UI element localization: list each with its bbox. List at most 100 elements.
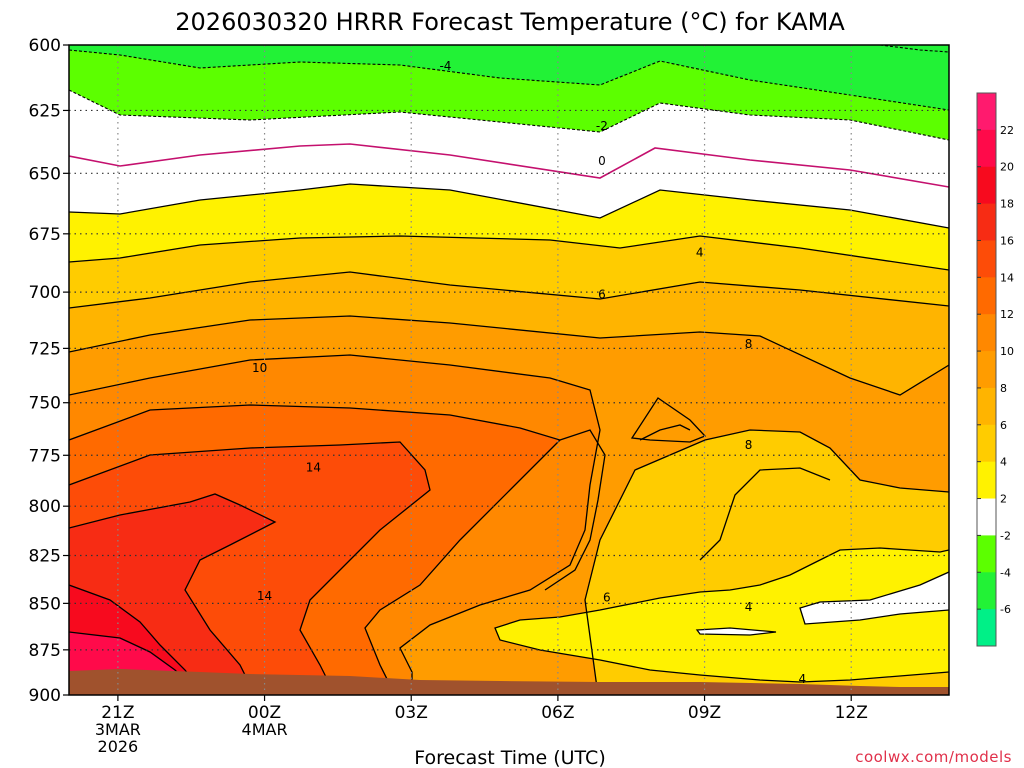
contour-line-pocket-small	[695, 627, 777, 636]
source-credit: coolwx.com/models	[855, 748, 1012, 766]
x-tick-sublabel: 4MAR	[242, 720, 288, 739]
contour-label: 14	[257, 589, 272, 603]
colorbar-tick-label: 4	[1000, 456, 1007, 469]
colorbar-swatch	[977, 166, 996, 205]
contour-line-8	[69, 315, 949, 396]
contour-line-pocket-ripple	[639, 424, 691, 441]
colorbar-tick-label: -6	[1000, 603, 1011, 616]
contour-line-12	[69, 404, 562, 695]
colorbar-tick-label: 6	[1000, 419, 1007, 432]
y-tick-label: 650	[29, 164, 61, 184]
x-tick-label: 21Z	[101, 703, 134, 723]
colorbar-tick-label: 8	[1000, 382, 1007, 395]
band-fill-warm-pocket-upper	[632, 398, 705, 442]
contour-line-lower-4	[494, 547, 949, 683]
contour-label: -4	[439, 59, 451, 73]
colorbar-swatch	[977, 351, 996, 389]
contour-line-lower-2	[799, 571, 949, 625]
contour-line-minus-4	[69, 49, 949, 111]
x-tick-label: 03Z	[395, 703, 428, 723]
contour-labels: -4 -2 0 4 6 8 10 14 8 14 6 4 4	[252, 59, 807, 686]
colorbar-tick-label: -2	[1000, 529, 1011, 542]
contour-line-minus-6	[879, 45, 949, 53]
y-tick-label: 750	[29, 394, 61, 414]
x-tick-label: 00Z	[248, 703, 281, 723]
colorbar-swatch	[977, 277, 996, 315]
contour-line-mid-8-inner	[699, 467, 831, 561]
colorbar-swatch	[977, 572, 996, 610]
contour-line-6	[69, 271, 949, 309]
contour-line-4	[69, 235, 949, 271]
contour-label: 0	[598, 154, 606, 168]
y-tick-label: 600	[29, 36, 61, 56]
colorbar-swatch	[977, 461, 996, 500]
contour-line-10	[69, 354, 601, 695]
contour-line-lower-6	[584, 429, 949, 695]
contour-label: 8	[745, 438, 753, 452]
band-fill-lower-2-to-4-region	[495, 548, 949, 682]
negative-contour-lines	[69, 45, 949, 141]
y-axis: 600 625 650 675 700 725 750 775 800 825 850 875 900	[29, 36, 69, 706]
y-tick-label: 625	[29, 101, 61, 121]
colorbar: 22 20 18 16 14 12 10 8 6 4 2 -2 -4 -6	[976, 92, 1014, 647]
colorbar-tick-label: 20	[1000, 161, 1014, 174]
x-tick-sublabel: 3MAR	[95, 720, 141, 739]
colorbar-tick-label: 2	[1000, 493, 1007, 506]
contour-label: 14	[306, 461, 321, 475]
y-tick-label: 775	[29, 446, 61, 466]
colorbar-swatch	[977, 535, 996, 573]
contour-label: 4	[745, 600, 753, 614]
colorbar-frame	[976, 92, 997, 647]
colorbar-swatch	[977, 93, 996, 131]
contour-label: 8	[745, 337, 753, 351]
contour-label: -2	[596, 119, 608, 133]
colorbar-swatch	[977, 203, 996, 241]
contour-line-mid-10-inner	[544, 429, 606, 591]
contour-label: 4	[696, 246, 704, 260]
colorbar-swatch	[977, 129, 996, 168]
temperature-fill-layers	[69, 45, 949, 695]
y-tick-label: 875	[29, 641, 61, 661]
contour-label: 6	[603, 591, 611, 605]
colorbar-tick-label: 10	[1000, 345, 1014, 358]
colorbar-swatch	[977, 314, 996, 352]
contour-line-14	[69, 441, 431, 695]
colorbar-swatch	[977, 387, 996, 426]
plot-frame	[68, 44, 950, 696]
grid-lines	[69, 45, 949, 695]
band-fill-minus-6-to-minus-4	[69, 45, 949, 110]
contour-label: 10	[252, 361, 267, 375]
y-tick-label: 850	[29, 594, 61, 614]
y-tick-label: 825	[29, 547, 61, 567]
y-tick-label: 725	[29, 339, 61, 359]
y-tick-label: 800	[29, 497, 61, 517]
contour-label: 4	[799, 672, 807, 686]
colorbar-tick-label: 16	[1000, 234, 1014, 247]
y-tick-label: 675	[29, 225, 61, 245]
x-axis-title: Forecast Time (UTC)	[414, 747, 605, 768]
x-tick-sublabel: 2026	[98, 737, 139, 756]
terrain-surface	[69, 669, 949, 695]
contour-line-16	[69, 493, 277, 695]
colorbar-swatch	[977, 498, 996, 536]
band-fill-small-white-pocket	[697, 628, 776, 635]
x-tick-label: 09Z	[688, 703, 721, 723]
x-tick-label: 06Z	[541, 703, 574, 723]
colorbar-tick-label: -4	[1000, 566, 1011, 579]
y-tick-label: 900	[29, 686, 61, 706]
colorbar-tick-label: 18	[1000, 198, 1014, 211]
colorbar-swatch	[977, 609, 996, 647]
colorbar-tick-label: 14	[1000, 271, 1014, 284]
colorbar-tick-label: 22	[1000, 124, 1014, 137]
contour-line-minus-2	[69, 89, 949, 141]
chart-title: 2026030320 HRRR Forecast Temperature (°C…	[175, 8, 845, 36]
contour-line-pocket-8	[630, 397, 707, 443]
y-tick-label: 700	[29, 283, 61, 303]
colorbar-swatch	[977, 424, 996, 463]
colorbar-swatch	[977, 240, 996, 278]
band-fill-lower-white-pocket	[800, 572, 949, 624]
freezing-line	[69, 143, 949, 188]
contour-label: 6	[598, 287, 606, 301]
